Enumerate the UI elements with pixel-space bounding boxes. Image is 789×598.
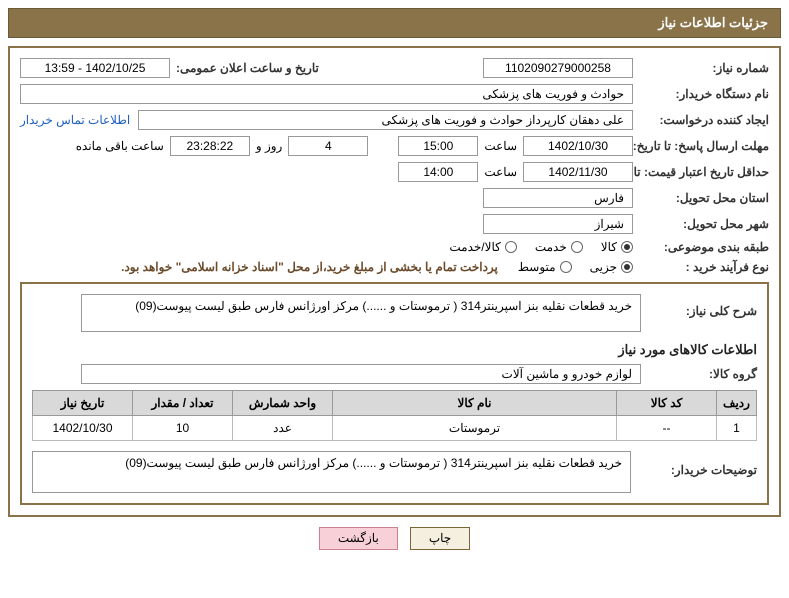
city-label: شهر محل تحویل: <box>639 217 769 231</box>
radio-partial[interactable]: جزیی <box>590 260 633 274</box>
print-button[interactable]: چاپ <box>410 527 470 550</box>
validity-label: حداقل تاریخ اعتبار قیمت: تا تاریخ: <box>639 165 769 179</box>
days-count-field: 4 <box>288 136 368 156</box>
radio-both-label: کالا/خدمت <box>449 240 500 254</box>
table-row: 1 -- ترموستات عدد 10 1402/10/30 <box>33 416 757 441</box>
requester-field: علی دهقان کارپرداز حوادث و فوریت های پزش… <box>138 110 633 130</box>
announce-field: 1402/10/25 - 13:59 <box>20 58 170 78</box>
radio-goods-label: کالا <box>601 240 617 254</box>
sub-panel: شرح کلی نیاز: خرید قطعات نقلیه بنز اسپری… <box>20 282 769 505</box>
contact-link[interactable]: اطلاعات تماس خریدار <box>20 113 130 127</box>
radio-medium[interactable]: متوسط <box>518 260 572 274</box>
radio-both[interactable]: کالا/خدمت <box>449 240 516 254</box>
td-unit: عدد <box>233 416 333 441</box>
th-date: تاریخ نیاز <box>33 391 133 416</box>
th-qty: تعداد / مقدار <box>133 391 233 416</box>
td-name: ترموستات <box>333 416 617 441</box>
announce-label: تاریخ و ساعت اعلان عمومی: <box>176 61 319 75</box>
summary-text: خرید قطعات نقلیه بنز اسپرینتر314 ( ترموس… <box>81 294 641 332</box>
panel-header: جزئیات اطلاعات نیاز <box>8 8 781 38</box>
group-label: گروه کالا: <box>647 367 757 381</box>
days-word: روز و <box>256 139 283 153</box>
group-field: لوازم خودرو و ماشین آلات <box>81 364 641 384</box>
deadline-label: مهلت ارسال پاسخ: تا تاریخ: <box>639 139 769 153</box>
th-unit: واحد شمارش <box>233 391 333 416</box>
category-label: طبقه بندی موضوعی: <box>639 240 769 254</box>
need-no-label: شماره نیاز: <box>639 61 769 75</box>
payment-note: پرداخت تمام یا بخشی از مبلغ خرید،از محل … <box>121 260 498 274</box>
goods-table: ردیف کد کالا نام کالا واحد شمارش تعداد /… <box>32 390 757 441</box>
th-code: کد کالا <box>617 391 717 416</box>
buyer-notes-label: توضیحات خریدار: <box>647 451 757 477</box>
city-field: شیراز <box>483 214 633 234</box>
radio-partial-label: جزیی <box>590 260 617 274</box>
remaining-label: ساعت باقی مانده <box>76 139 164 153</box>
time-word-1: ساعت <box>484 139 517 153</box>
th-name: نام کالا <box>333 391 617 416</box>
td-qty: 10 <box>133 416 233 441</box>
td-code: -- <box>617 416 717 441</box>
requester-label: ایجاد کننده درخواست: <box>639 113 769 127</box>
countdown-field: 23:28:22 <box>170 136 250 156</box>
need-no-field: 1102090279000258 <box>483 58 633 78</box>
time-word-2: ساعت <box>484 165 517 179</box>
province-label: استان محل تحویل: <box>639 191 769 205</box>
deadline-time-field: 15:00 <box>398 136 478 156</box>
main-panel: شماره نیاز: 1102090279000258 تاریخ و ساع… <box>8 46 781 517</box>
buyer-org-field: حوادث و فوریت های پزشکی <box>20 84 633 104</box>
deadline-date-field: 1402/10/30 <box>523 136 633 156</box>
td-date: 1402/10/30 <box>33 416 133 441</box>
radio-service[interactable]: خدمت <box>535 240 583 254</box>
buyer-org-label: نام دستگاه خریدار: <box>639 87 769 101</box>
summary-label: شرح کلی نیاز: <box>647 294 757 318</box>
back-button[interactable]: بازگشت <box>319 527 398 550</box>
validity-time-field: 14:00 <box>398 162 478 182</box>
radio-goods[interactable]: کالا <box>601 240 633 254</box>
validity-date-field: 1402/11/30 <box>523 162 633 182</box>
radio-service-label: خدمت <box>535 240 567 254</box>
goods-info-title: اطلاعات کالاهای مورد نیاز <box>32 342 757 358</box>
th-row: ردیف <box>717 391 757 416</box>
province-field: فارس <box>483 188 633 208</box>
radio-medium-label: متوسط <box>518 260 556 274</box>
process-label: نوع فرآیند خرید : <box>639 260 769 274</box>
buyer-notes-text: خرید قطعات نقلیه بنز اسپرینتر314 ( ترموس… <box>32 451 631 493</box>
td-row: 1 <box>717 416 757 441</box>
